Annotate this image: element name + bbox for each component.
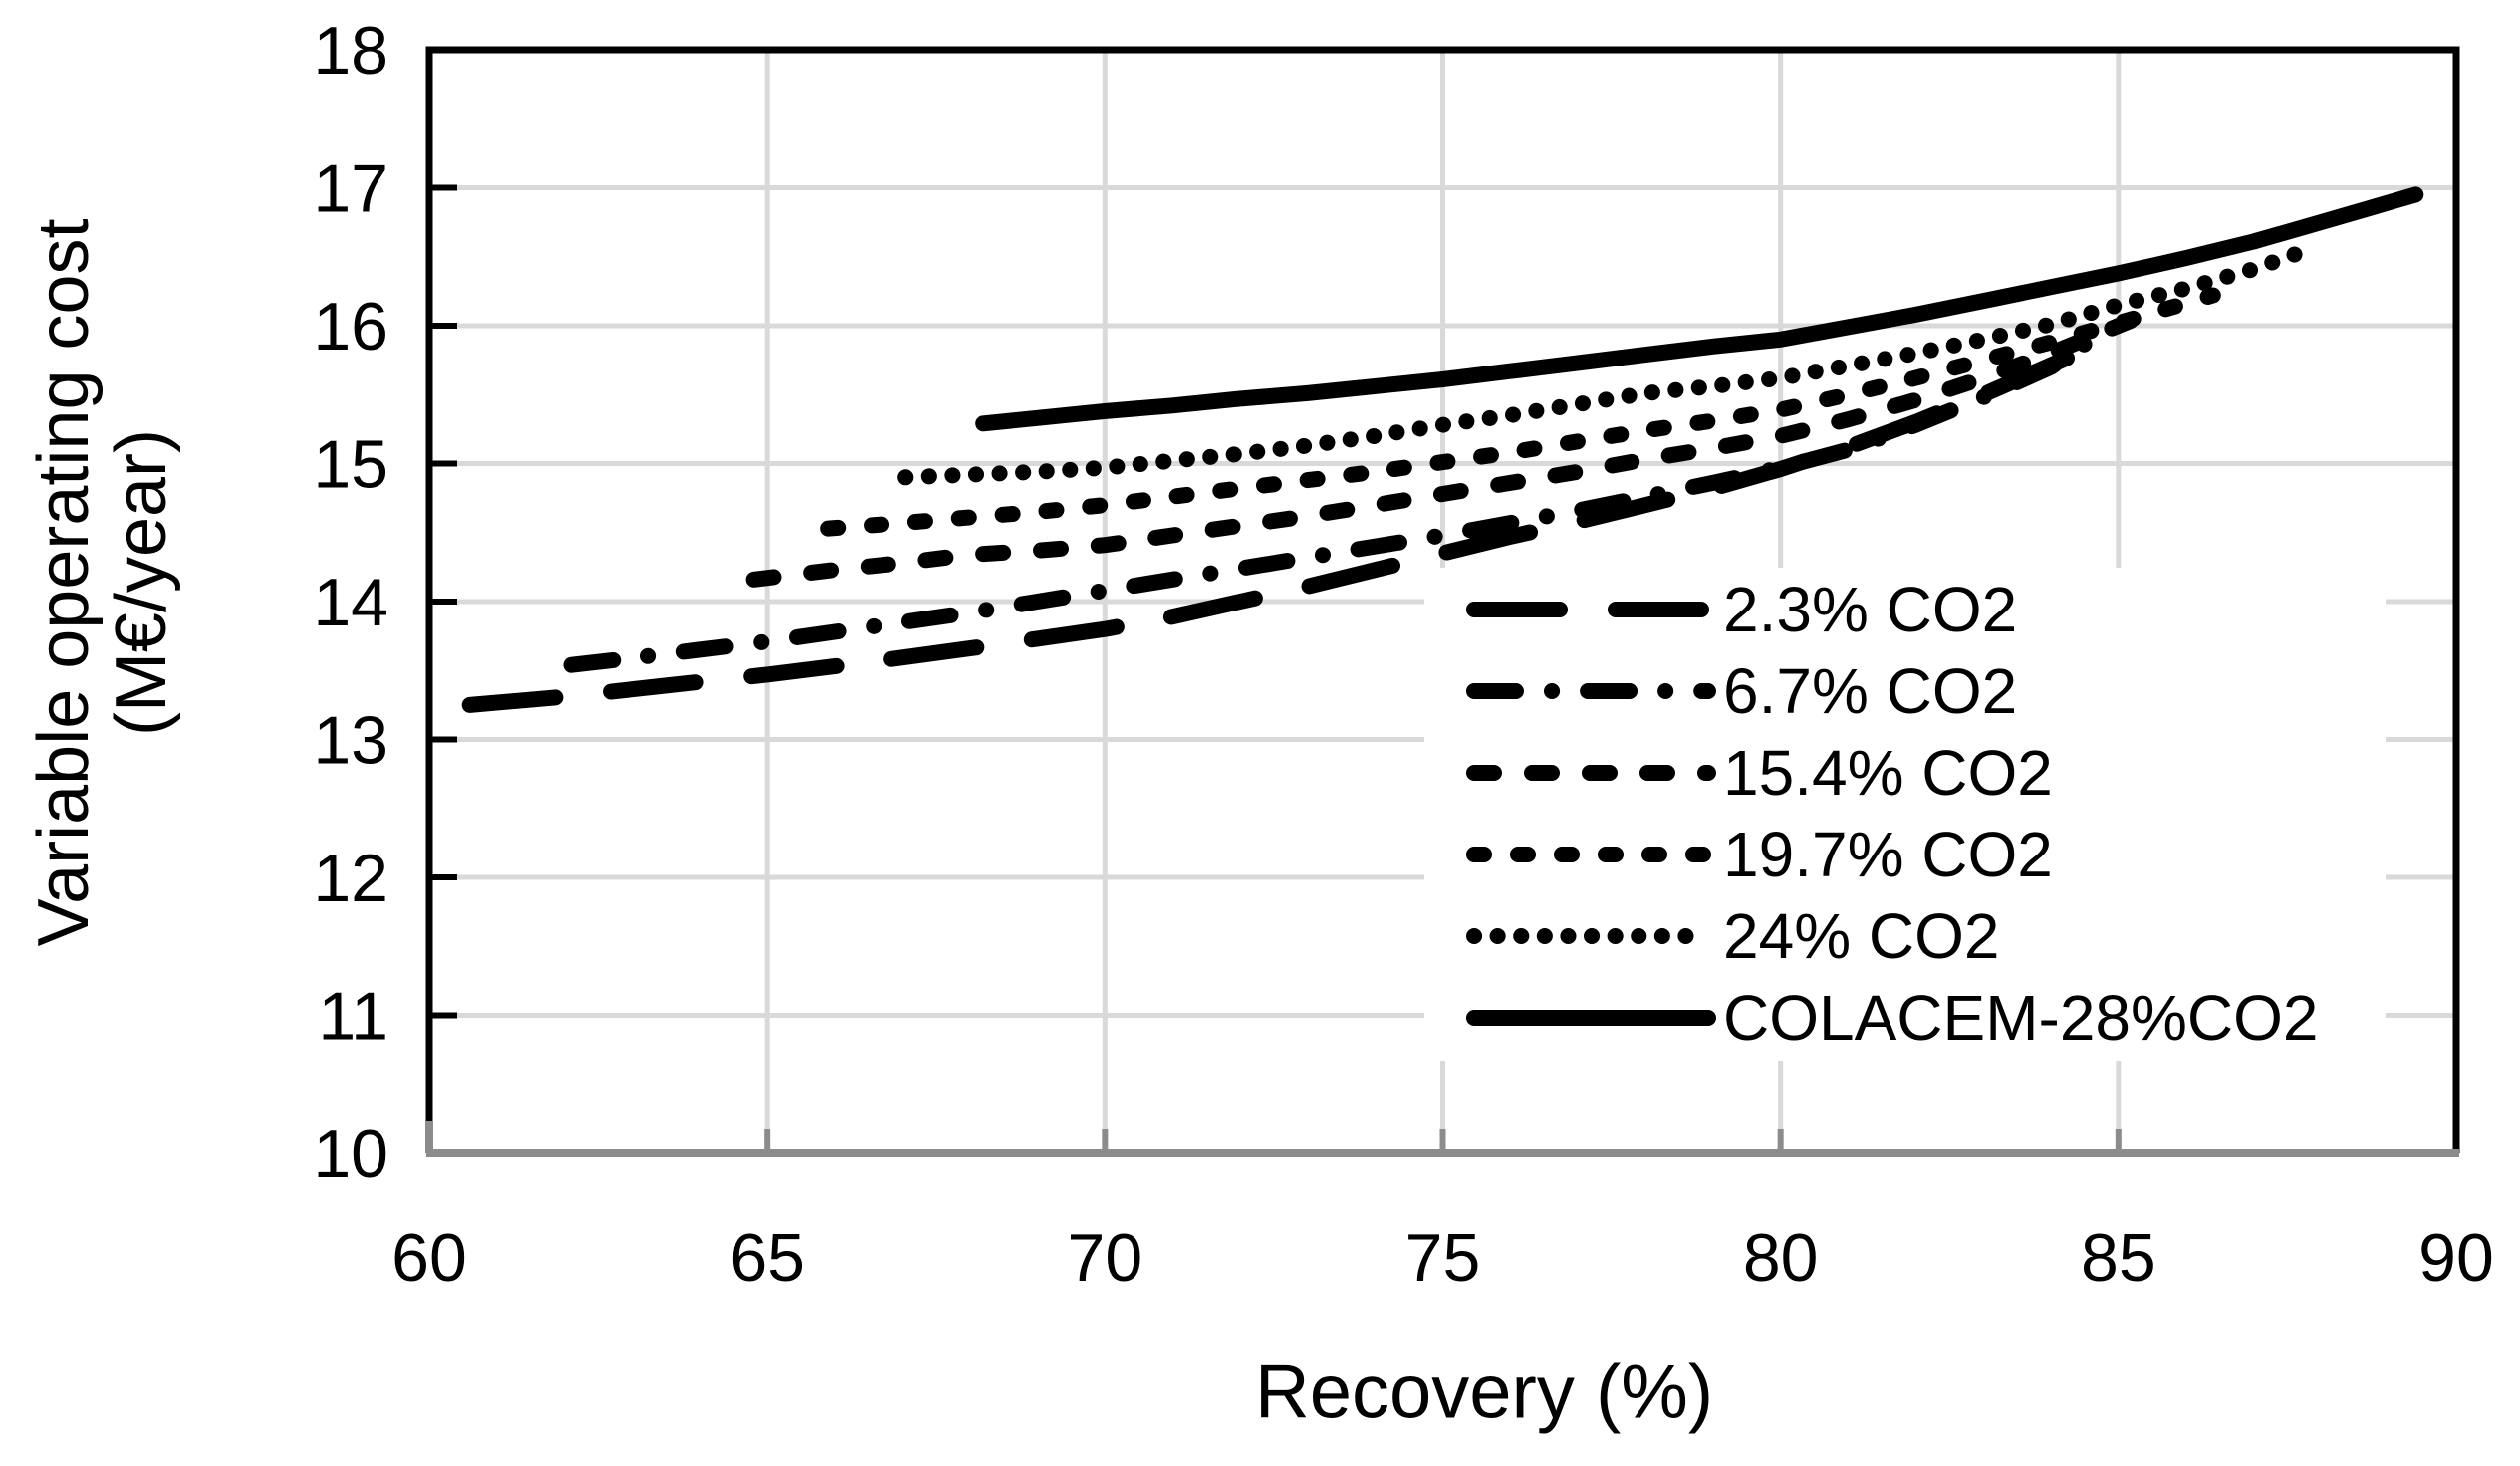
x-tick-label-70: 70	[1068, 1220, 1143, 1296]
legend-item-24-co2: 24% CO2	[1466, 900, 1999, 972]
x-tick-label-85: 85	[2081, 1220, 2156, 1296]
legend-label-15-4-co2: 15.4% CO2	[1723, 737, 2053, 809]
series-15-4-co2-line	[745, 306, 2153, 588]
y-tick-label-16: 16	[313, 289, 388, 365]
legend: 2.3% CO2 6.7% CO2 15.4% CO2 19.7% CO2 24% CO…	[1424, 568, 2386, 1061]
legend-item-colacem-28-co2: COLACEM-28%CO2	[1466, 982, 2319, 1054]
x-tick-label-60: 60	[391, 1220, 467, 1296]
y-axis-title-line1: Variable operating cost	[24, 218, 104, 947]
y-tick-label-13: 13	[313, 703, 388, 779]
series-colacem-28-co2-line	[975, 186, 2424, 432]
legend-item-6-7-co2: 6.7% CO2	[1466, 655, 2017, 727]
legend-label-24-co2: 24% CO2	[1723, 900, 1999, 972]
legend-background	[1424, 568, 2386, 1061]
legend-label-colacem-28-co2: COLACEM-28%CO2	[1723, 982, 2319, 1054]
y-tick-label-11: 11	[318, 979, 388, 1055]
y-tick-label-12: 12	[313, 841, 388, 916]
series-24-co2-line	[897, 241, 2316, 486]
legend-item-15-4-co2: 15.4% CO2	[1466, 737, 2053, 809]
x-axis-title: Recovery (%)	[1254, 1349, 1714, 1435]
series-6-7-co2-line	[563, 331, 2100, 673]
x-tick-label-80: 80	[1743, 1220, 1819, 1296]
y-tick-label-17: 17	[313, 151, 388, 227]
y-tick-label-10: 10	[313, 1116, 388, 1192]
series-2-3-co2-line	[461, 345, 2087, 713]
legend-label-6-7-co2: 6.7% CO2	[1723, 655, 2017, 727]
legend-item-2-3-co2: 2.3% CO2	[1466, 574, 2017, 645]
legend-label-19-7-co2: 19.7% CO2	[1723, 819, 2053, 890]
y-tick-label-15: 15	[313, 427, 388, 503]
y-tick-label-14: 14	[313, 565, 388, 640]
y-tick-label-18: 18	[313, 13, 388, 89]
x-tick-label-90: 90	[2418, 1220, 2494, 1296]
x-tick-label-75: 75	[1405, 1220, 1481, 1296]
legend-item-19-7-co2: 19.7% CO2	[1466, 819, 2053, 890]
plot-border	[425, 46, 2460, 1153]
legend-label-2-3-co2: 2.3% CO2	[1723, 574, 2017, 645]
series-19-7-co2-line	[820, 287, 2221, 537]
x-tick-label-65: 65	[729, 1220, 805, 1296]
y-axis-title-line2: (M€/year)	[102, 428, 181, 737]
